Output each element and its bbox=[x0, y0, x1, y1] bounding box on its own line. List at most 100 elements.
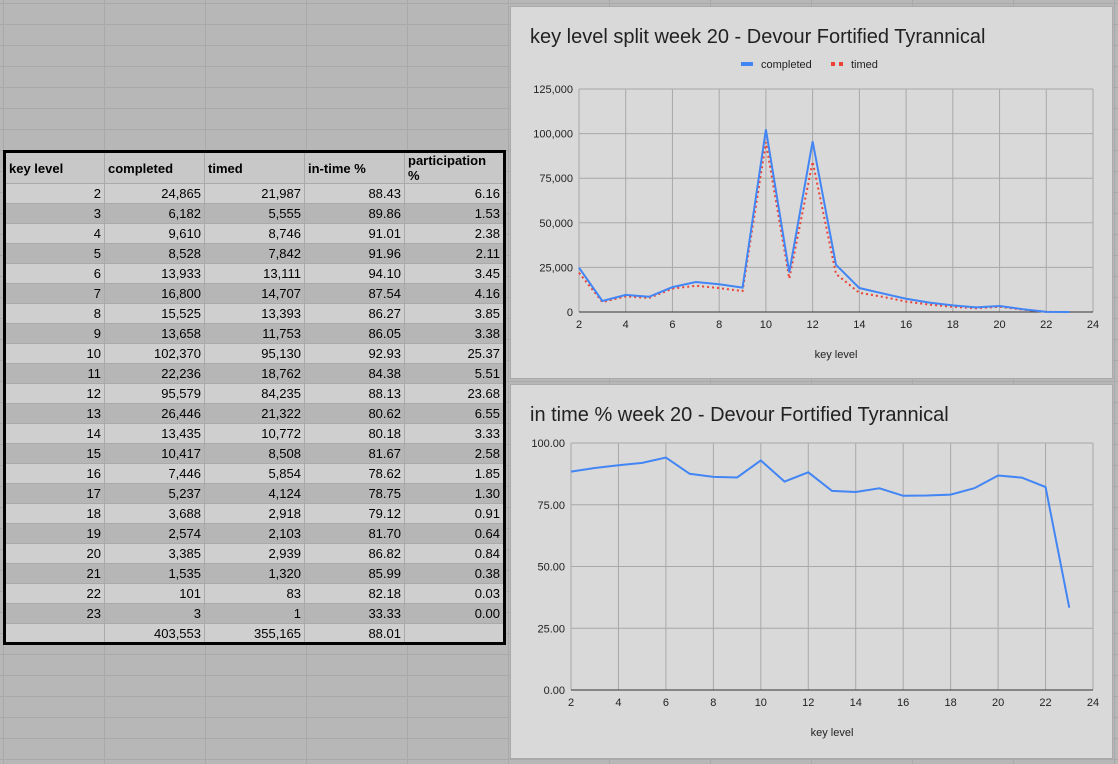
table-cell[interactable]: 1.53 bbox=[404, 203, 505, 224]
table-cell[interactable]: 80.62 bbox=[304, 403, 405, 424]
table-cell[interactable]: 2,918 bbox=[204, 503, 305, 524]
table-cell[interactable]: 23 bbox=[4, 603, 105, 624]
table-cell[interactable]: 4.16 bbox=[404, 283, 505, 304]
table-cell[interactable]: 4,124 bbox=[204, 483, 305, 504]
table-cell[interactable]: 1 bbox=[204, 603, 305, 624]
table-cell[interactable]: 19 bbox=[4, 523, 105, 544]
table-cell[interactable]: 13,658 bbox=[104, 323, 205, 344]
table-cell[interactable]: 2,939 bbox=[204, 543, 305, 564]
table-cell[interactable]: 87.54 bbox=[304, 283, 405, 304]
table-cell[interactable]: 3,688 bbox=[104, 503, 205, 524]
table-cell[interactable]: 3 bbox=[4, 203, 105, 224]
column-header[interactable]: participation % bbox=[404, 151, 505, 184]
table-cell[interactable]: 24,865 bbox=[104, 183, 205, 204]
table-cell[interactable]: 0.03 bbox=[404, 583, 505, 604]
table-cell[interactable]: 8,508 bbox=[204, 443, 305, 464]
table-cell[interactable]: 0.64 bbox=[404, 523, 505, 544]
table-cell[interactable]: 16,800 bbox=[104, 283, 205, 304]
table-cell[interactable]: 2,103 bbox=[204, 523, 305, 544]
table-cell[interactable]: 5,555 bbox=[204, 203, 305, 224]
table-cell[interactable]: 0.00 bbox=[404, 603, 505, 624]
table-cell[interactable]: 21 bbox=[4, 563, 105, 584]
table-cell[interactable]: 91.96 bbox=[304, 243, 405, 264]
table-cell[interactable]: 2.11 bbox=[404, 243, 505, 264]
table-cell[interactable]: 88.01 bbox=[304, 623, 405, 644]
table-cell[interactable]: 6,182 bbox=[104, 203, 205, 224]
table-cell[interactable]: 78.62 bbox=[304, 463, 405, 484]
table-cell[interactable]: 92.93 bbox=[304, 343, 405, 364]
table-cell[interactable]: 12 bbox=[4, 383, 105, 404]
table-cell[interactable]: 101 bbox=[104, 583, 205, 604]
table-cell[interactable]: 21,987 bbox=[204, 183, 305, 204]
table-cell[interactable]: 355,165 bbox=[204, 623, 305, 644]
table-cell[interactable] bbox=[404, 623, 505, 644]
table-cell[interactable]: 8,746 bbox=[204, 223, 305, 244]
table-cell[interactable]: 10,772 bbox=[204, 423, 305, 444]
table-cell[interactable]: 86.82 bbox=[304, 543, 405, 564]
table-cell[interactable]: 14 bbox=[4, 423, 105, 444]
chart-in-time-percent[interactable]: in time % week 20 - Devour Fortified Tyr… bbox=[510, 384, 1113, 759]
table-cell[interactable]: 2.38 bbox=[404, 223, 505, 244]
table-cell[interactable]: 20 bbox=[4, 543, 105, 564]
table-cell[interactable]: 7,446 bbox=[104, 463, 205, 484]
table-cell[interactable]: 5,854 bbox=[204, 463, 305, 484]
table-cell[interactable]: 15,525 bbox=[104, 303, 205, 324]
table-cell[interactable]: 89.86 bbox=[304, 203, 405, 224]
table-cell[interactable]: 81.67 bbox=[304, 443, 405, 464]
table-cell[interactable]: 6 bbox=[4, 263, 105, 284]
table-cell[interactable]: 88.43 bbox=[304, 183, 405, 204]
table-cell[interactable]: 25.37 bbox=[404, 343, 505, 364]
column-header[interactable]: completed bbox=[104, 151, 205, 184]
table-cell[interactable]: 0.84 bbox=[404, 543, 505, 564]
table-cell[interactable]: 33.33 bbox=[304, 603, 405, 624]
table-cell[interactable]: 82.18 bbox=[304, 583, 405, 604]
table-cell[interactable]: 5,237 bbox=[104, 483, 205, 504]
table-cell[interactable]: 1,320 bbox=[204, 563, 305, 584]
table-cell[interactable]: 23.68 bbox=[404, 383, 505, 404]
table-cell[interactable]: 9 bbox=[4, 323, 105, 344]
table-cell[interactable]: 0.38 bbox=[404, 563, 505, 584]
table-cell[interactable]: 3.38 bbox=[404, 323, 505, 344]
table-cell[interactable]: 88.13 bbox=[304, 383, 405, 404]
series-line-completed[interactable] bbox=[578, 129, 1070, 313]
table-cell[interactable]: 5 bbox=[4, 243, 105, 264]
table-cell[interactable]: 14,707 bbox=[204, 283, 305, 304]
table-cell[interactable]: 18 bbox=[4, 503, 105, 524]
table-cell[interactable]: 13,393 bbox=[204, 303, 305, 324]
table-cell[interactable]: 84,235 bbox=[204, 383, 305, 404]
table-cell[interactable]: 1.30 bbox=[404, 483, 505, 504]
table-cell[interactable]: 3.45 bbox=[404, 263, 505, 284]
table-cell[interactable]: 26,446 bbox=[104, 403, 205, 424]
table-cell[interactable]: 85.99 bbox=[304, 563, 405, 584]
table-cell[interactable]: 95,130 bbox=[204, 343, 305, 364]
table-cell[interactable]: 22 bbox=[4, 583, 105, 604]
table-cell[interactable]: 86.05 bbox=[304, 323, 405, 344]
table-cell[interactable]: 11,753 bbox=[204, 323, 305, 344]
table-cell[interactable]: 13,933 bbox=[104, 263, 205, 284]
table-cell[interactable]: 7 bbox=[4, 283, 105, 304]
legend-label[interactable]: completed bbox=[761, 59, 812, 71]
table-cell[interactable]: 403,553 bbox=[104, 623, 205, 644]
table-cell[interactable]: 5.51 bbox=[404, 363, 505, 384]
legend-label[interactable]: timed bbox=[851, 59, 878, 71]
table-cell[interactable] bbox=[4, 623, 105, 644]
table-cell[interactable]: 3,385 bbox=[104, 543, 205, 564]
series-line-timed[interactable] bbox=[578, 142, 1070, 313]
table-cell[interactable]: 0.91 bbox=[404, 503, 505, 524]
table-cell[interactable]: 15 bbox=[4, 443, 105, 464]
table-cell[interactable]: 95,579 bbox=[104, 383, 205, 404]
table-cell[interactable]: 8,528 bbox=[104, 243, 205, 264]
table-cell[interactable]: 1,535 bbox=[104, 563, 205, 584]
table-cell[interactable]: 13 bbox=[4, 403, 105, 424]
table-cell[interactable]: 18,762 bbox=[204, 363, 305, 384]
table-cell[interactable]: 79.12 bbox=[304, 503, 405, 524]
table-cell[interactable]: 6.16 bbox=[404, 183, 505, 204]
column-header[interactable]: key level bbox=[4, 151, 105, 184]
table-cell[interactable]: 2 bbox=[4, 183, 105, 204]
table-cell[interactable]: 10,417 bbox=[104, 443, 205, 464]
table-cell[interactable]: 6.55 bbox=[404, 403, 505, 424]
table-cell[interactable]: 84.38 bbox=[304, 363, 405, 384]
table-cell[interactable]: 4 bbox=[4, 223, 105, 244]
table-cell[interactable]: 1.85 bbox=[404, 463, 505, 484]
table-cell[interactable]: 3.33 bbox=[404, 423, 505, 444]
